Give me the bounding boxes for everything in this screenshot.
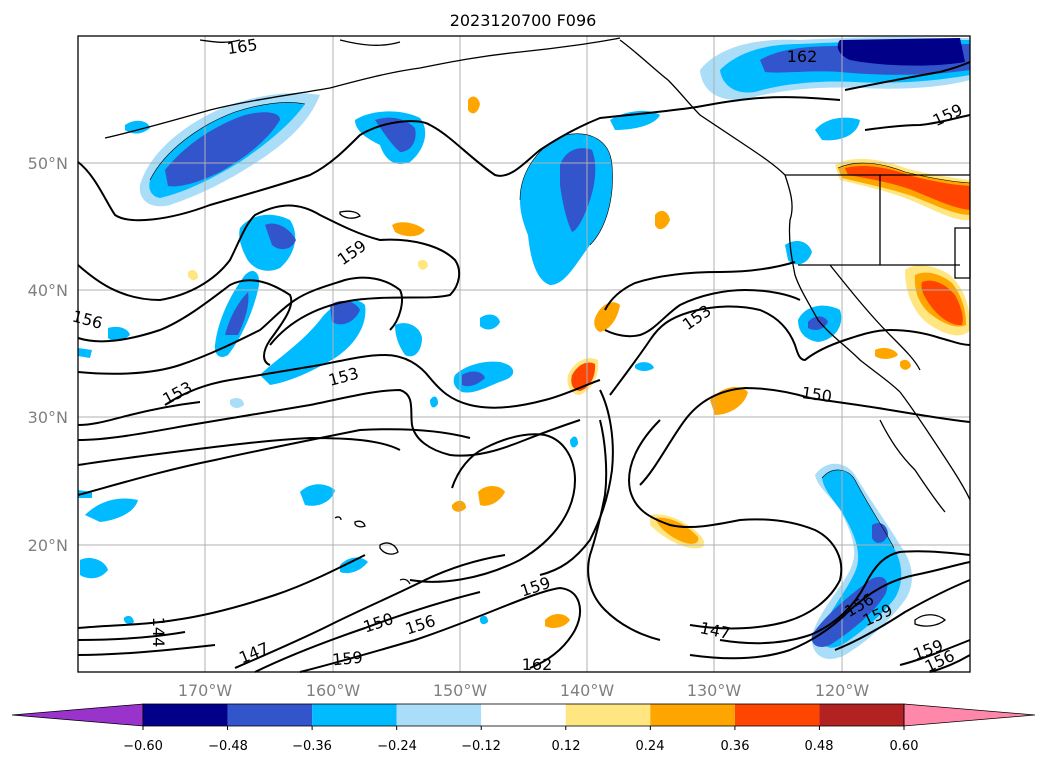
colorbar-segment xyxy=(734,704,820,726)
colorbar-tick-label: 0.24 xyxy=(636,739,665,754)
contour-label: 144 xyxy=(149,617,168,648)
negative-anomaly-shading xyxy=(78,37,970,659)
colorbar-tick-label: 0.60 xyxy=(890,739,919,754)
map-title: 2023120700 F096 xyxy=(450,11,597,30)
colorbar-tick-label: −0.24 xyxy=(377,739,417,754)
colorbar-tick-label: −0.36 xyxy=(292,739,332,754)
colorbar-extend-max xyxy=(903,703,1036,727)
colorbar-tick-label: 0.48 xyxy=(805,739,834,754)
lon-label: 160°W xyxy=(306,681,361,700)
longitude-labels: 170°W 160°W 150°W 140°W 130°W 120°W xyxy=(178,681,870,700)
lat-label: 40°N xyxy=(28,281,68,300)
map-panel xyxy=(77,36,971,673)
colorbar-segment xyxy=(396,704,482,726)
lon-label: 170°W xyxy=(178,681,233,700)
colorbar-segment xyxy=(819,704,904,726)
contour-label: 165 xyxy=(226,35,259,58)
lat-label: 30°N xyxy=(28,408,68,427)
contour-label: 162 xyxy=(787,47,818,66)
contour-label: 159 xyxy=(331,648,363,670)
colorbar-tick-label: −0.48 xyxy=(208,739,248,754)
colorbar-segment xyxy=(312,704,397,726)
colorbar-tick-label: 0.12 xyxy=(552,739,581,754)
colorbar-segment xyxy=(143,704,228,726)
lon-label: 130°W xyxy=(687,681,742,700)
colorbar-tick-label: −0.60 xyxy=(123,739,163,754)
graticule xyxy=(78,36,970,672)
lon-label: 120°W xyxy=(815,681,870,700)
colorbar-tick-label: 0.36 xyxy=(721,739,750,754)
lat-label: 50°N xyxy=(28,154,68,173)
colorbar-segment xyxy=(227,704,313,726)
map-frame xyxy=(77,35,971,673)
colorbar-segment xyxy=(481,704,566,726)
latitude-labels: 50°N 40°N 30°N 20°N xyxy=(28,154,68,555)
colorbar-frame xyxy=(142,703,905,727)
colorbar-segment xyxy=(650,704,735,726)
colorbar xyxy=(11,703,1036,730)
colorbar-ticks: −0.60 −0.48 −0.36 −0.24 −0.12 0.12 0.24 … xyxy=(123,739,918,754)
contour-label: 162 xyxy=(522,655,553,674)
height-contours xyxy=(77,61,971,673)
lon-label: 140°W xyxy=(560,681,615,700)
lon-label: 150°W xyxy=(433,681,488,700)
colorbar-segment xyxy=(565,704,651,726)
contour-label: 150 xyxy=(800,383,833,406)
colorbar-tick-label: −0.12 xyxy=(461,739,501,754)
lat-label: 20°N xyxy=(28,536,68,555)
colorbar-extend-min xyxy=(11,703,144,727)
shading-outlines xyxy=(149,102,971,549)
